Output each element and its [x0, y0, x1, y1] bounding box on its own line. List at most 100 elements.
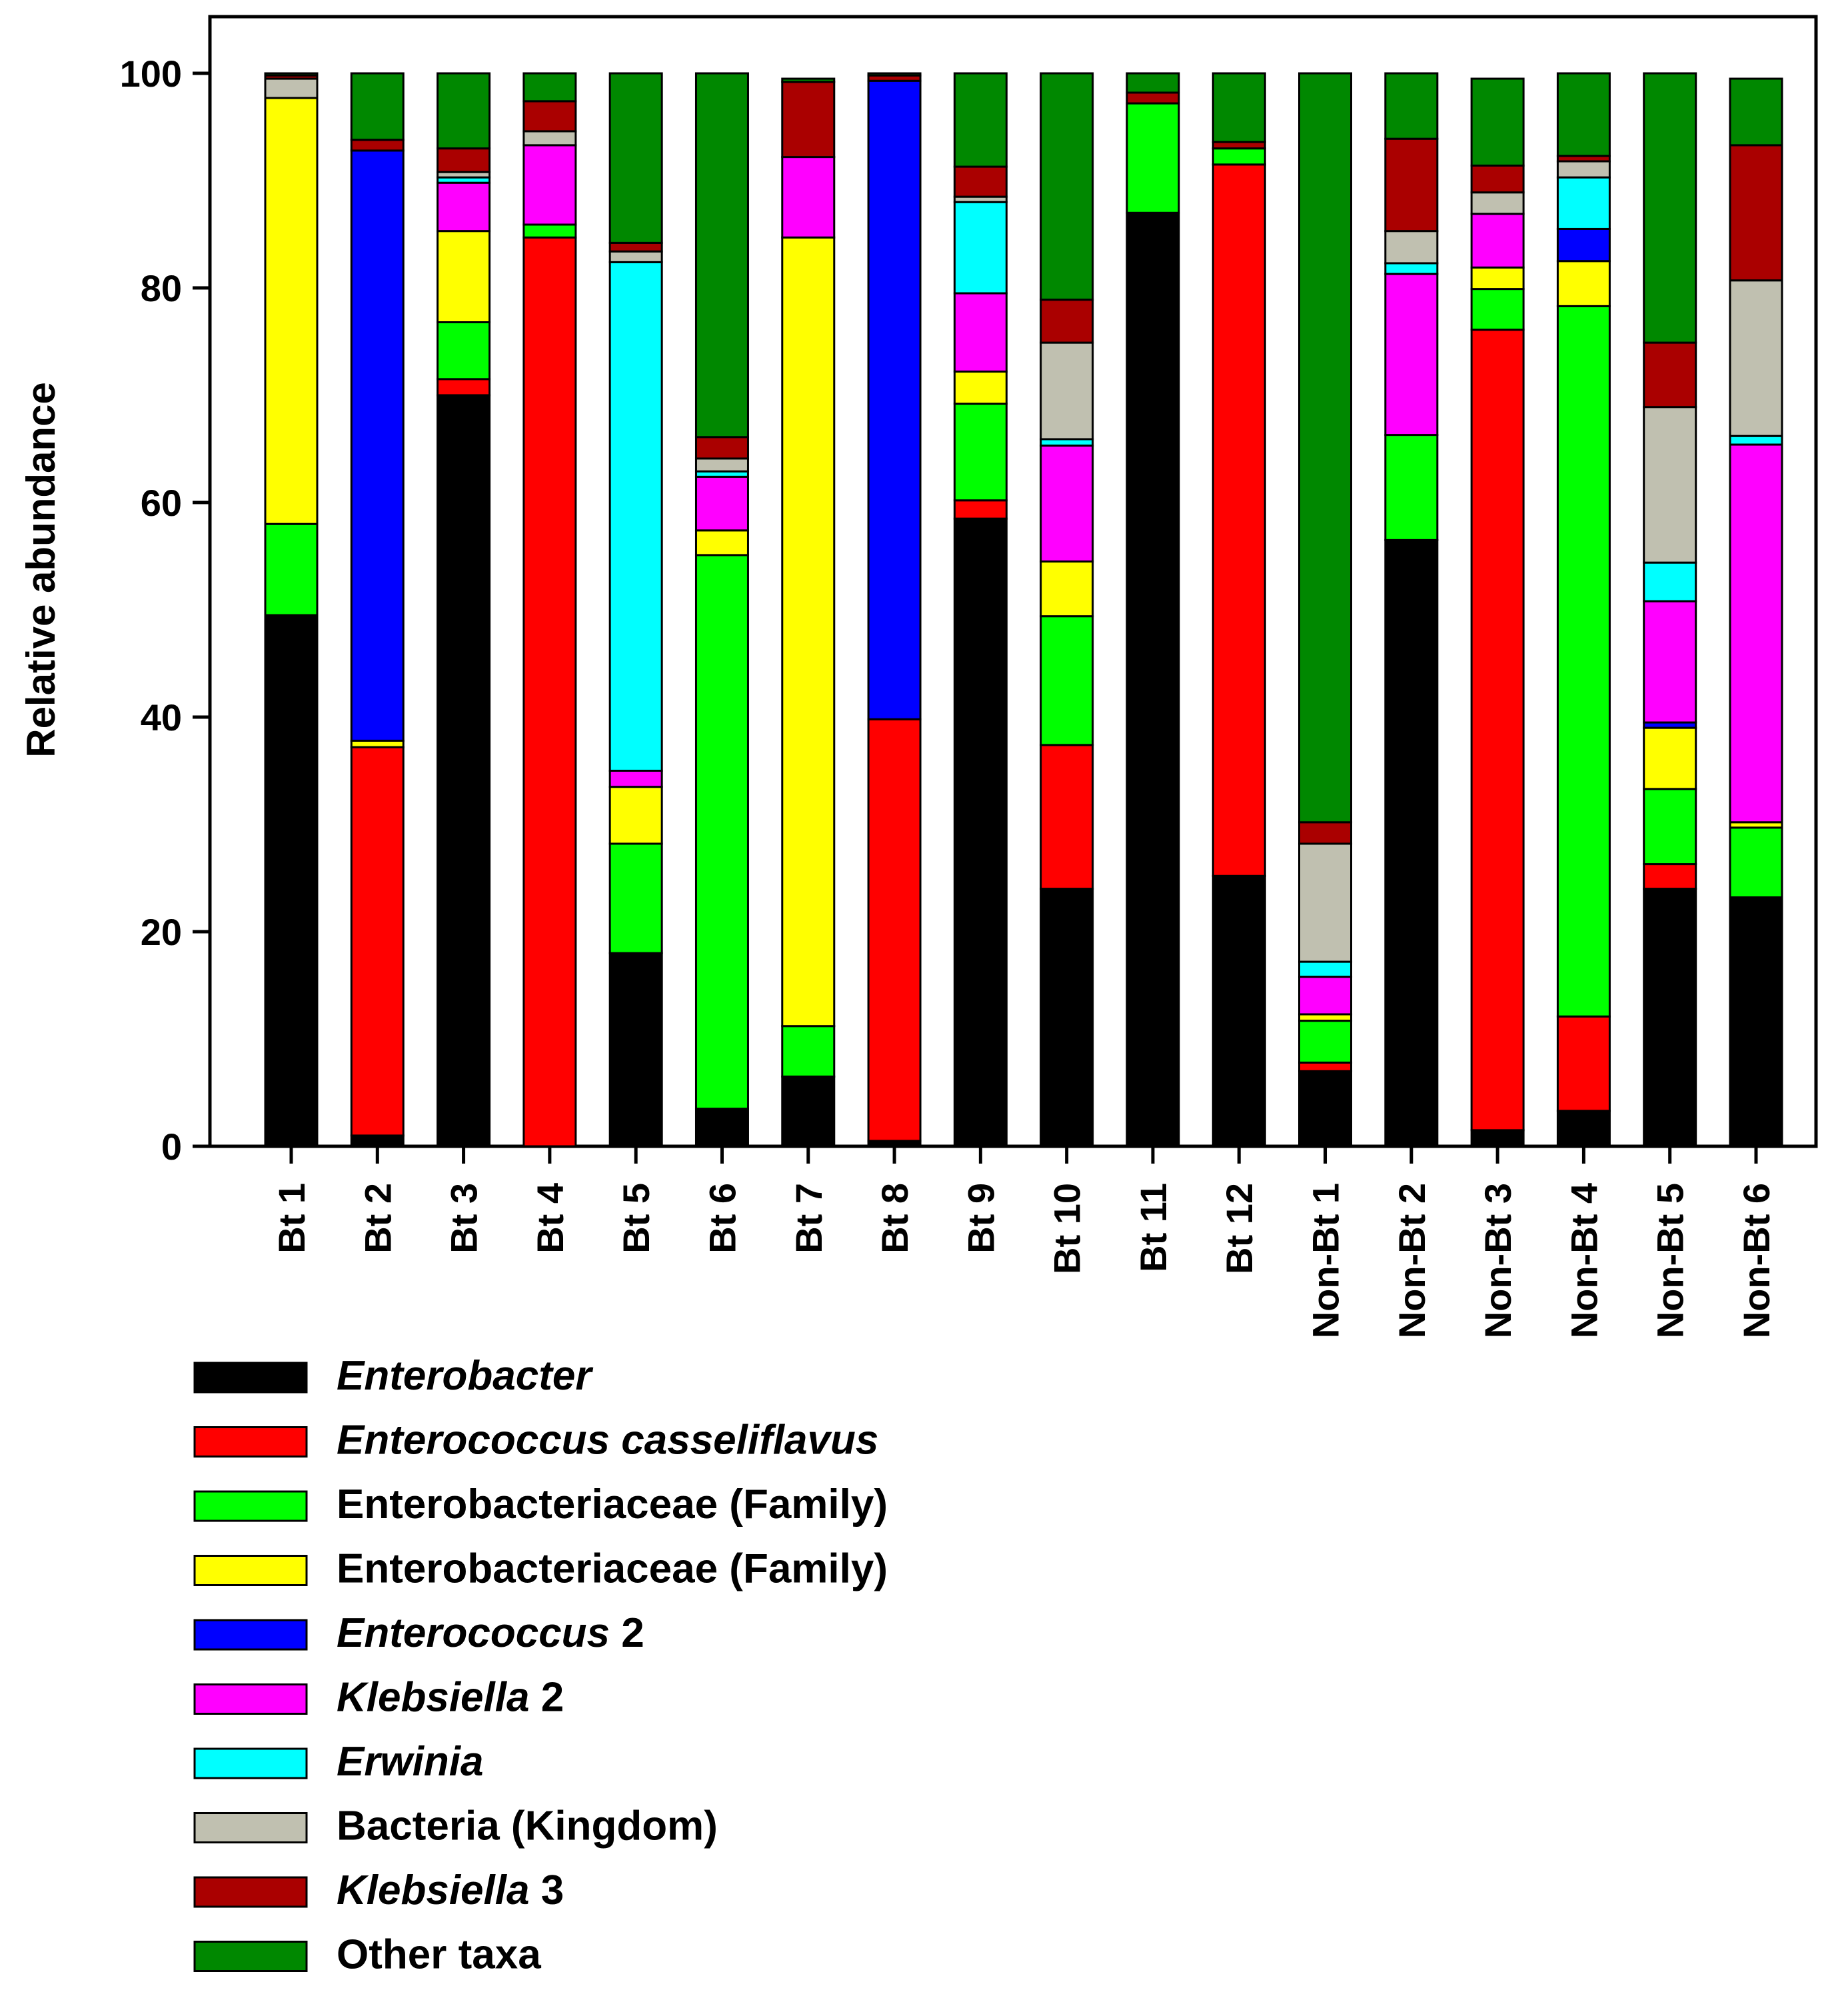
- bar-segment: [1384, 72, 1439, 140]
- bar-segment: [437, 72, 491, 150]
- bar-segment: [1040, 744, 1094, 890]
- y-axis-title: Relative abundance: [19, 382, 63, 758]
- x-tick-label: Non-Bt 2: [1391, 1183, 1433, 1338]
- y-tick-label: 20: [141, 911, 182, 953]
- bar-segment: [1729, 144, 1783, 282]
- bar-segment: [437, 147, 491, 173]
- bar-segment: [1556, 160, 1611, 179]
- x-tick-label: Non-Bt 6: [1735, 1183, 1777, 1338]
- bar-segment: [1556, 227, 1611, 263]
- x-tick-label: Bt 9: [960, 1183, 1002, 1254]
- bar-segment: [1556, 1110, 1611, 1148]
- bar-segment: [1556, 176, 1611, 230]
- bar-segment: [1212, 147, 1266, 166]
- bar-segment: [608, 72, 663, 244]
- bar-segment: [781, 236, 836, 1028]
- legend-swatch: [193, 1490, 308, 1522]
- bar-segment: [781, 81, 836, 159]
- bar-segment: [1040, 341, 1094, 441]
- bar-segment: [437, 394, 491, 1148]
- bar-segment: [522, 130, 577, 147]
- bar-segment: [522, 72, 577, 103]
- bar-segment: [1298, 960, 1353, 978]
- x-tick-label: Non-Bt 1: [1305, 1183, 1347, 1338]
- bar-segment: [1212, 163, 1266, 877]
- legend-swatch: [193, 1683, 308, 1715]
- bar-segment: [1470, 329, 1525, 1132]
- bar-segment: [953, 403, 1008, 502]
- x-axis: Bt 1 Bt 2 Bt 3 Bt 4 Bt 5 Bt 6 Bt 7 Bt 8 Bt 9 Bt 1…: [271, 1146, 1777, 1338]
- bar-segment: [1298, 1061, 1353, 1072]
- y-tick-label: 60: [141, 482, 182, 524]
- legend-swatch: [193, 1362, 308, 1394]
- bar-segment: [1643, 72, 1697, 344]
- bar-segment: [608, 770, 663, 788]
- bar-segment: [1470, 77, 1525, 167]
- legend-label: Enterobacteriaceae (Family): [337, 1482, 888, 1527]
- bar-segment: [867, 72, 922, 77]
- plot-frame: [208, 15, 1818, 1148]
- bar-segment: [867, 79, 922, 720]
- x-tick-label: Bt 2: [357, 1183, 399, 1254]
- bar-segment: [1643, 788, 1697, 866]
- x-tick-label: Bt 5: [615, 1183, 657, 1254]
- y-tick-label: 0: [161, 1126, 182, 1168]
- bar-segment: [781, 77, 836, 83]
- legend-label: Klebsiella 3: [337, 1867, 564, 1913]
- bar-segment: [1643, 863, 1697, 890]
- bar-segment: [1040, 299, 1094, 344]
- y-tick-label: 40: [141, 696, 182, 738]
- x-tick-label: Bt 12: [1218, 1183, 1260, 1274]
- bar-segment: [1729, 826, 1783, 898]
- bar-segment: [1643, 600, 1697, 724]
- bar-segment: [953, 72, 1008, 168]
- bar-segment: [1556, 1015, 1611, 1112]
- bar-segment: [1040, 560, 1094, 618]
- bar-segment: [694, 1108, 749, 1148]
- bar-segment: [1126, 211, 1180, 1148]
- bar-segment: [522, 223, 577, 239]
- legend-swatch: [193, 1426, 308, 1458]
- bar-segment: [1729, 279, 1783, 437]
- bar-segment: [953, 201, 1008, 295]
- bar-segment: [1040, 72, 1094, 301]
- bar-segment: [608, 241, 663, 253]
- legend-swatch: [193, 1747, 308, 1779]
- bar-segment: [953, 165, 1008, 198]
- bar-segment: [781, 1075, 836, 1148]
- y-axis: 0 20 40 60 80 100: [120, 53, 210, 1168]
- bar-segment: [781, 156, 836, 239]
- bar-segment: [1643, 406, 1697, 564]
- legend-label: Enterococcus casseliflavus: [337, 1418, 878, 1464]
- plot-area: [208, 15, 1818, 1148]
- bar-segment: [1470, 288, 1525, 331]
- x-tick-label: Bt 1: [271, 1183, 313, 1254]
- x-tick-label: Non-Bt 5: [1649, 1183, 1691, 1338]
- x-tick-label: Bt 3: [443, 1183, 485, 1254]
- bar-segment: [953, 292, 1008, 373]
- bar-segment: [522, 100, 577, 133]
- bar-segment: [608, 786, 663, 845]
- bar-segment: [1556, 305, 1611, 1018]
- bar-segment: [694, 457, 749, 473]
- bar-segment: [264, 614, 319, 1148]
- legend-swatch: [193, 1876, 308, 1908]
- bar-segment: [1298, 976, 1353, 1016]
- bar-segment: [437, 181, 491, 233]
- legend-label: Klebsiella 2: [337, 1675, 564, 1721]
- bar-segment: [694, 529, 749, 556]
- bar-segment: [1470, 164, 1525, 194]
- bar-segment: [694, 436, 749, 460]
- x-tick-label: Non-Bt 3: [1477, 1183, 1519, 1338]
- bar-segment: [953, 371, 1008, 405]
- x-tick-label: Bt 10: [1046, 1183, 1088, 1274]
- bar-segment: [1384, 262, 1439, 275]
- bar-segment: [1384, 434, 1439, 541]
- bar-segment: [608, 842, 663, 954]
- bar-segment: [608, 952, 663, 1148]
- bar-segment: [1212, 874, 1266, 1148]
- bar-segment: [781, 1025, 836, 1078]
- x-tick-label: Bt 7: [788, 1183, 830, 1254]
- bar-segment: [264, 72, 319, 77]
